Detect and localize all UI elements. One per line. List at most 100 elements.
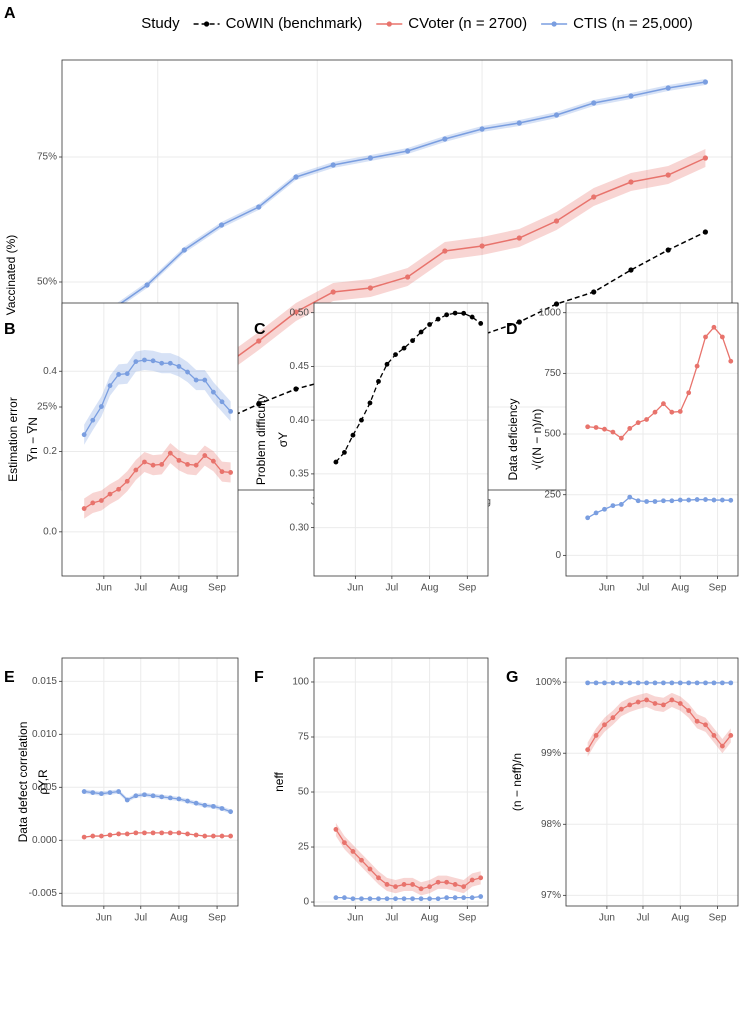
y-axis-label: (n − neff)/n [510,753,524,811]
x-tick-label: Jun [96,913,112,924]
data-point [159,360,165,366]
data-point [553,301,560,307]
data-point [330,162,336,168]
data-point [150,462,156,468]
y-tick-label: 25% [37,402,57,413]
data-point [333,827,339,832]
data-point [81,506,87,511]
plot-frame [313,302,489,577]
data-point [602,506,607,512]
panel-letter: B [4,321,16,338]
data-point [442,248,448,254]
data-point [410,896,415,902]
data-point [478,321,484,326]
legend-key-dot [386,21,392,27]
data-point [98,791,104,797]
plot-frame [565,657,739,907]
data-point [719,680,725,686]
y-tick-label: 250 [544,489,561,500]
data-point [202,802,208,808]
data-point [728,733,734,738]
plot-panel [62,658,238,906]
x-tick-label: Jun [599,913,615,924]
data-point [142,459,147,465]
data-point [293,386,299,392]
data-point [133,793,139,799]
data-point [107,790,113,795]
y-axis-label: Estimation error [6,397,20,482]
data-point [330,289,336,295]
data-point [401,345,407,351]
data-point [602,680,607,686]
data-point [202,377,208,383]
data-point [618,680,624,686]
data-point [228,470,234,475]
data-point [219,806,225,811]
data-point [256,204,262,210]
data-point [591,194,597,200]
y-axis-label: Data defect correlation [16,722,30,843]
data-point [384,361,390,367]
data-point [661,702,666,708]
y-tick-label: 100% [535,677,561,688]
data-point [193,800,199,806]
legend-key-dot [203,21,210,27]
plot-frame [61,657,239,907]
data-point [652,701,658,706]
data-point [702,229,709,235]
data-point [333,459,339,465]
data-point [585,424,591,430]
data-point [81,834,87,840]
data-point [711,733,717,738]
data-point [418,896,424,902]
x-tick-label: Aug [421,913,439,924]
data-point [107,491,113,497]
data-point [479,243,485,249]
data-point [665,172,671,178]
y-axis-label: neff [272,771,286,791]
y-tick-label: 50 [298,787,310,798]
data-point [627,680,633,686]
data-point [401,896,407,902]
data-point [124,831,130,837]
legend: Study CoWIN (benchmark) CVoter (n = 2700) C… [141,15,693,32]
data-point [618,706,624,712]
x-tick-label: Aug [671,583,689,594]
data-point [193,377,199,383]
data-point [635,498,641,504]
data-point [461,895,467,901]
plot-frame [565,302,739,577]
data-point [627,702,633,708]
data-point [677,409,683,414]
data-point [167,360,173,366]
data-point [185,798,190,804]
y-axis-label: Problem difficulty [254,394,268,485]
y-tick-label: 0.4 [43,366,57,377]
data-point [719,497,725,503]
data-point [669,498,675,504]
x-tick-label: Jul [134,583,147,594]
data-point [461,310,467,316]
data-point [644,499,649,504]
data-point [686,708,692,713]
data-point [593,510,599,516]
data-point [435,896,441,902]
plot-frame [61,302,239,577]
data-point [333,895,339,901]
data-point [452,882,458,887]
data-point [661,680,666,686]
data-point [384,896,390,902]
data-point [442,136,448,142]
data-point [469,877,475,883]
x-tick-label: Jul [637,913,650,924]
data-point [342,895,347,901]
legend-label: CTIS (n = 25,000) [573,15,693,32]
data-point [591,100,597,106]
x-tick-label: Jul [637,583,650,594]
y-tick-label: 100 [292,677,309,688]
data-point [219,833,225,839]
data-point [665,247,671,253]
data-point [602,426,607,432]
data-point [585,680,591,686]
y-tick-label: 0.010 [32,729,57,740]
